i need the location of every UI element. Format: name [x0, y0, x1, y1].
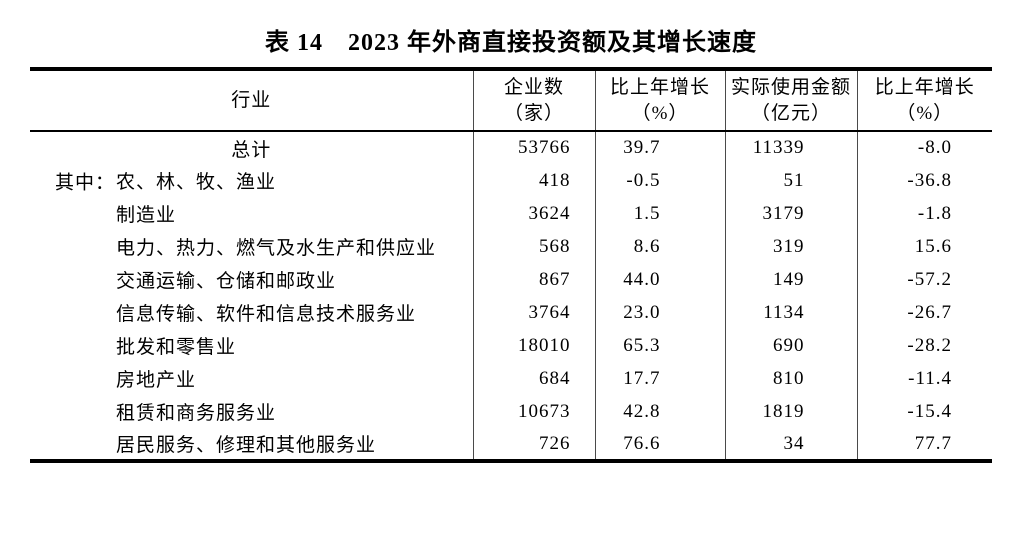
- col-header-enterprises-growth: 比上年增长 （%）: [594, 69, 725, 132]
- header-unit: （亿元）: [750, 102, 831, 124]
- enterprises-cell: 726: [472, 428, 595, 461]
- enterprises-cell: 684: [472, 362, 595, 395]
- table-title: 表 14 2023 年外商直接投资额及其增长速度: [265, 30, 757, 56]
- industry-label: 制造业: [116, 205, 177, 226]
- header-line: 比上年增长: [609, 76, 710, 98]
- table-row: 交通运输、仓储和邮政业 867 44.0 149 -57.2: [30, 263, 992, 296]
- row-prefix: 其中：: [55, 172, 116, 193]
- enterprises-growth-cell: 65.3: [594, 329, 725, 362]
- table-row: 批发和零售业 18010 65.3 690 -28.2: [30, 329, 992, 362]
- amount-cell: 11339: [724, 131, 857, 164]
- industry-label: 电力、热力、燃气及水生产和供应业: [116, 238, 437, 259]
- amount-cell: 1819: [724, 395, 857, 428]
- fdi-table: 行业 企业数 （家） 比上年增长 （%） 实际使用金额 （亿元） 比上年增长 （…: [30, 67, 992, 463]
- enterprises-growth-cell: -0.5: [594, 164, 725, 197]
- table-row-total: 总计 53766 39.7 11339 -8.0: [30, 131, 992, 164]
- fdi-table-section: 表 14 2023 年外商直接投资额及其增长速度 行业 企业数 （家） 比上年增…: [30, 28, 992, 463]
- industry-label: 农、林、牧、渔业: [116, 172, 277, 193]
- enterprises-cell: 10673: [472, 395, 595, 428]
- amount-cell: 51: [724, 164, 857, 197]
- amount-growth-cell: 77.7: [856, 428, 992, 461]
- industry-label: 总计: [231, 139, 272, 161]
- col-header-industry-label: 行业: [231, 89, 272, 111]
- col-header-enterprises: 企业数 （家）: [472, 69, 595, 132]
- industry-label: 房地产业: [116, 370, 197, 391]
- table-row: 信息传输、软件和信息技术服务业 3764 23.0 1134 -26.7: [30, 296, 992, 329]
- header-row: 行业 企业数 （家） 比上年增长 （%） 实际使用金额 （亿元） 比上年增长 （…: [30, 69, 992, 132]
- amount-growth-cell: -8.0: [856, 131, 992, 164]
- amount-cell: 149: [724, 263, 857, 296]
- amount-growth-cell: -1.8: [856, 197, 992, 230]
- industry-cell: 其中： 农、林、牧、渔业: [30, 164, 473, 197]
- enterprises-cell: 3624: [472, 197, 595, 230]
- industry-cell: 电力、热力、燃气及水生产和供应业: [30, 230, 473, 263]
- header-unit: （%）: [631, 102, 689, 124]
- amount-cell: 34: [724, 428, 857, 461]
- amount-growth-cell: -26.7: [856, 296, 992, 329]
- col-header-amount-growth: 比上年增长 （%）: [856, 69, 992, 132]
- enterprises-growth-cell: 39.7: [594, 131, 725, 164]
- header-unit: （%）: [896, 102, 954, 124]
- col-header-amount: 实际使用金额 （亿元）: [724, 69, 857, 132]
- amount-growth-cell: -15.4: [856, 395, 992, 428]
- header-line: 比上年增长: [874, 76, 975, 98]
- enterprises-cell: 3764: [472, 296, 595, 329]
- enterprises-growth-cell: 23.0: [594, 296, 725, 329]
- amount-growth-cell: 15.6: [856, 230, 992, 263]
- enterprises-cell: 568: [472, 230, 595, 263]
- industry-cell: 租赁和商务服务业: [30, 395, 473, 428]
- table-row: 租赁和商务服务业 10673 42.8 1819 -15.4: [30, 395, 992, 428]
- table-row: 房地产业 684 17.7 810 -11.4: [30, 362, 992, 395]
- amount-cell: 1134: [724, 296, 857, 329]
- table-row: 电力、热力、燃气及水生产和供应业 568 8.6 319 15.6: [30, 230, 992, 263]
- enterprises-growth-cell: 17.7: [594, 362, 725, 395]
- industry-cell: 房地产业: [30, 362, 473, 395]
- table-row: 制造业 3624 1.5 3179 -1.8: [30, 197, 992, 230]
- industry-cell: 制造业: [30, 197, 473, 230]
- amount-growth-cell: -28.2: [856, 329, 992, 362]
- enterprises-growth-cell: 76.6: [594, 428, 725, 461]
- enterprises-growth-cell: 44.0: [594, 263, 725, 296]
- table-row: 其中： 农、林、牧、渔业 418 -0.5 51 -36.8: [30, 164, 992, 197]
- col-header-industry: 行业: [30, 69, 473, 132]
- amount-growth-cell: -36.8: [856, 164, 992, 197]
- industry-cell: 居民服务、修理和其他服务业: [30, 428, 473, 461]
- industry-label: 居民服务、修理和其他服务业: [116, 435, 377, 456]
- amount-cell: 810: [724, 362, 857, 395]
- industry-cell: 总计: [30, 131, 473, 164]
- amount-cell: 690: [724, 329, 857, 362]
- header-unit: （家）: [503, 102, 564, 124]
- enterprises-growth-cell: 1.5: [594, 197, 725, 230]
- amount-growth-cell: -57.2: [856, 263, 992, 296]
- enterprises-cell: 418: [472, 164, 595, 197]
- industry-cell: 批发和零售业: [30, 329, 473, 362]
- header-line: 企业数: [503, 76, 564, 98]
- amount-cell: 319: [724, 230, 857, 263]
- enterprises-growth-cell: 8.6: [594, 230, 725, 263]
- industry-cell: 交通运输、仓储和邮政业: [30, 263, 473, 296]
- enterprises-growth-cell: 42.8: [594, 395, 725, 428]
- industry-label: 交通运输、仓储和邮政业: [116, 271, 337, 292]
- industry-cell: 信息传输、软件和信息技术服务业: [30, 296, 473, 329]
- industry-label: 信息传输、软件和信息技术服务业: [116, 304, 417, 325]
- industry-label: 批发和零售业: [116, 337, 237, 358]
- enterprises-cell: 53766: [472, 131, 595, 164]
- header-line: 实际使用金额: [730, 76, 851, 98]
- industry-label: 租赁和商务服务业: [116, 403, 277, 424]
- enterprises-cell: 867: [472, 263, 595, 296]
- enterprises-cell: 18010: [472, 329, 595, 362]
- amount-growth-cell: -11.4: [856, 362, 992, 395]
- amount-cell: 3179: [724, 197, 857, 230]
- table-row: 居民服务、修理和其他服务业 726 76.6 34 77.7: [30, 428, 992, 461]
